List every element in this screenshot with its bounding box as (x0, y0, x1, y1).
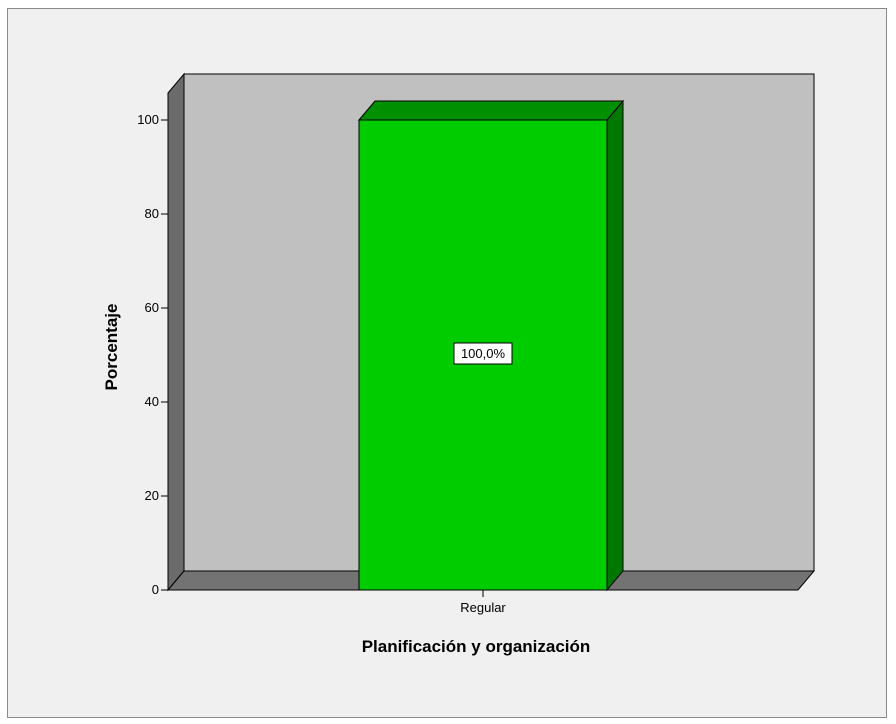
data-label-box (453, 342, 513, 365)
x-tick-label: Regular (460, 600, 506, 615)
bar-chart: 0 20 40 60 80 100 100,0% Regular Planificación y… (102, 72, 816, 656)
y-tick-label: 40 (145, 394, 159, 409)
y-tick-label: 0 (152, 582, 159, 597)
y-tick-label: 100 (137, 112, 159, 127)
y-axis-title: Porcentaje (102, 304, 121, 391)
y-tick-label: 60 (145, 300, 159, 315)
left-wall (167, 72, 185, 592)
x-axis-title: Planificación y organización (362, 637, 591, 656)
bar-top (357, 100, 625, 121)
chart-frame: 0 20 40 60 80 100 100,0% Regular Planificación y… (7, 8, 887, 718)
data-label: 100,0% (461, 346, 506, 361)
bar-side (606, 99, 624, 592)
y-tick-label: 20 (145, 488, 159, 503)
y-tick-label: 80 (145, 206, 159, 221)
